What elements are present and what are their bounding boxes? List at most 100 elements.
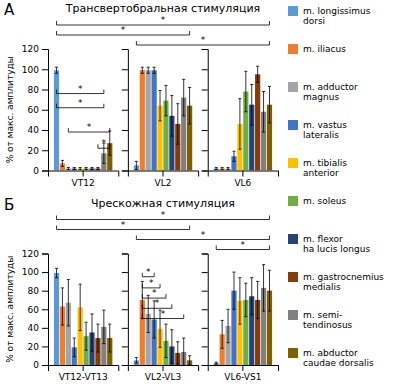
y-tick bbox=[202, 346, 208, 347]
legend-label-line: anterior bbox=[303, 168, 339, 178]
plot-area bbox=[54, 265, 272, 365]
legend-label-line: medialis bbox=[303, 282, 341, 292]
error-bar bbox=[153, 67, 156, 73]
y-tick-mark bbox=[122, 254, 128, 255]
x-tick-mark bbox=[242, 171, 243, 177]
y-axis-line bbox=[122, 254, 129, 366]
y-tick bbox=[202, 49, 208, 50]
x-tick-label: VT12-VT13 bbox=[59, 372, 108, 382]
y-tick-mark bbox=[202, 90, 208, 91]
y-tick-label: 60 bbox=[28, 305, 40, 315]
error-bar bbox=[141, 67, 144, 73]
chart-container: 020406080100120VT12VL2VL6Трансвертобраль… bbox=[0, 0, 400, 389]
error-bar bbox=[227, 309, 230, 342]
legend-label-line: m. adductor bbox=[303, 82, 358, 92]
y-tick bbox=[202, 150, 208, 151]
y-tick bbox=[202, 130, 208, 131]
x-tick-label: VL6 bbox=[234, 178, 251, 188]
legend-item: m. flexorha lucis longus bbox=[288, 234, 370, 254]
plot-area bbox=[54, 66, 272, 170]
y-tick-mark bbox=[42, 254, 48, 255]
y-tick: 80 bbox=[28, 85, 48, 95]
legend-label-line: magnus bbox=[303, 92, 339, 102]
error-bar bbox=[108, 324, 111, 352]
y-tick-label: 60 bbox=[28, 105, 40, 115]
y-tick-mark bbox=[42, 130, 48, 131]
y-tick: 100 bbox=[22, 65, 48, 75]
x-axis: VL6-VS1 bbox=[208, 365, 278, 382]
panel: 020406080100120VT12VL2VL6Трансвертобраль… bbox=[4, 1, 279, 188]
y-tick bbox=[202, 272, 208, 273]
legend-label: m. gastrocnemiusmedialis bbox=[303, 272, 384, 292]
y-tick-mark bbox=[202, 130, 208, 131]
legend-item: m. adductormagnus bbox=[288, 82, 358, 102]
annotation: * bbox=[121, 25, 126, 35]
annotation: * bbox=[78, 84, 83, 94]
x-tick-label: VL2 bbox=[155, 178, 172, 188]
error-bar bbox=[182, 338, 185, 365]
y-tick: 100 bbox=[22, 267, 48, 277]
y-tick-label: 0 bbox=[33, 360, 39, 370]
annotation: * bbox=[161, 309, 166, 319]
annotation: * bbox=[152, 288, 157, 298]
y-tick-label: 100 bbox=[22, 267, 39, 277]
legend-item: m. soleus bbox=[288, 196, 346, 206]
x-axis: VT12 bbox=[49, 171, 119, 188]
bar bbox=[54, 70, 59, 170]
legend-label-line: m. vastus bbox=[303, 120, 347, 130]
legend-swatch bbox=[288, 82, 298, 92]
y-tick bbox=[202, 291, 208, 292]
y-tick bbox=[202, 110, 208, 111]
y-tick-mark bbox=[202, 171, 208, 172]
y-tick-mark bbox=[122, 309, 128, 310]
x-tick: VL2 bbox=[155, 171, 172, 188]
y-axis-line bbox=[42, 50, 49, 172]
legend-swatch bbox=[288, 196, 298, 206]
error-bar bbox=[85, 322, 88, 350]
x-axis-line bbox=[208, 366, 278, 372]
y-tick bbox=[122, 69, 128, 70]
legend-label: m. vastuslateralis bbox=[303, 120, 347, 140]
error-bar bbox=[250, 84, 253, 125]
legend-label-line: tendinosus bbox=[303, 320, 353, 330]
x-tick-mark bbox=[163, 171, 164, 177]
x-axis-line bbox=[49, 366, 119, 372]
y-tick-mark bbox=[202, 49, 208, 50]
legend-label-line: lateralis bbox=[303, 130, 339, 140]
legend-swatch bbox=[288, 310, 298, 320]
error-bar bbox=[268, 270, 271, 311]
legend-label-line: m. longissimus bbox=[303, 6, 371, 16]
error-bar bbox=[170, 96, 173, 137]
legend-label-line: m. abductor bbox=[303, 348, 358, 358]
x-tick: VT12-VT13 bbox=[59, 365, 108, 382]
title: Чрескожная стимуляция bbox=[91, 197, 235, 210]
y-tick-mark bbox=[42, 110, 48, 111]
error-bar bbox=[221, 167, 224, 169]
y-tick bbox=[122, 328, 128, 329]
legend-swatch bbox=[288, 234, 298, 244]
y-tick-label: 80 bbox=[28, 286, 40, 296]
y-tick bbox=[122, 254, 128, 255]
annotation: * bbox=[201, 230, 206, 240]
y-tick-mark bbox=[122, 130, 128, 131]
y-tick-mark bbox=[122, 150, 128, 151]
error-bar bbox=[135, 358, 138, 364]
error-bar bbox=[238, 99, 241, 150]
panel-label: А bbox=[4, 1, 15, 19]
x-axis: VT12-VT13 bbox=[49, 365, 119, 382]
legend-label: m. iliacus bbox=[303, 44, 346, 54]
x-tick: VL2-VL3 bbox=[145, 365, 182, 382]
bar bbox=[140, 70, 145, 170]
error-bar bbox=[102, 310, 105, 343]
error-bar bbox=[61, 288, 64, 325]
y-tick: 0 bbox=[33, 360, 48, 370]
y-tick-mark bbox=[202, 254, 208, 255]
y-tick bbox=[122, 150, 128, 151]
annotation: * bbox=[87, 122, 92, 132]
y-tick-mark bbox=[202, 150, 208, 151]
error-bar bbox=[79, 167, 82, 169]
y-tick: 20 bbox=[28, 146, 48, 156]
annotation: * bbox=[201, 35, 206, 45]
error-bar bbox=[256, 281, 259, 318]
y-tick bbox=[202, 328, 208, 329]
